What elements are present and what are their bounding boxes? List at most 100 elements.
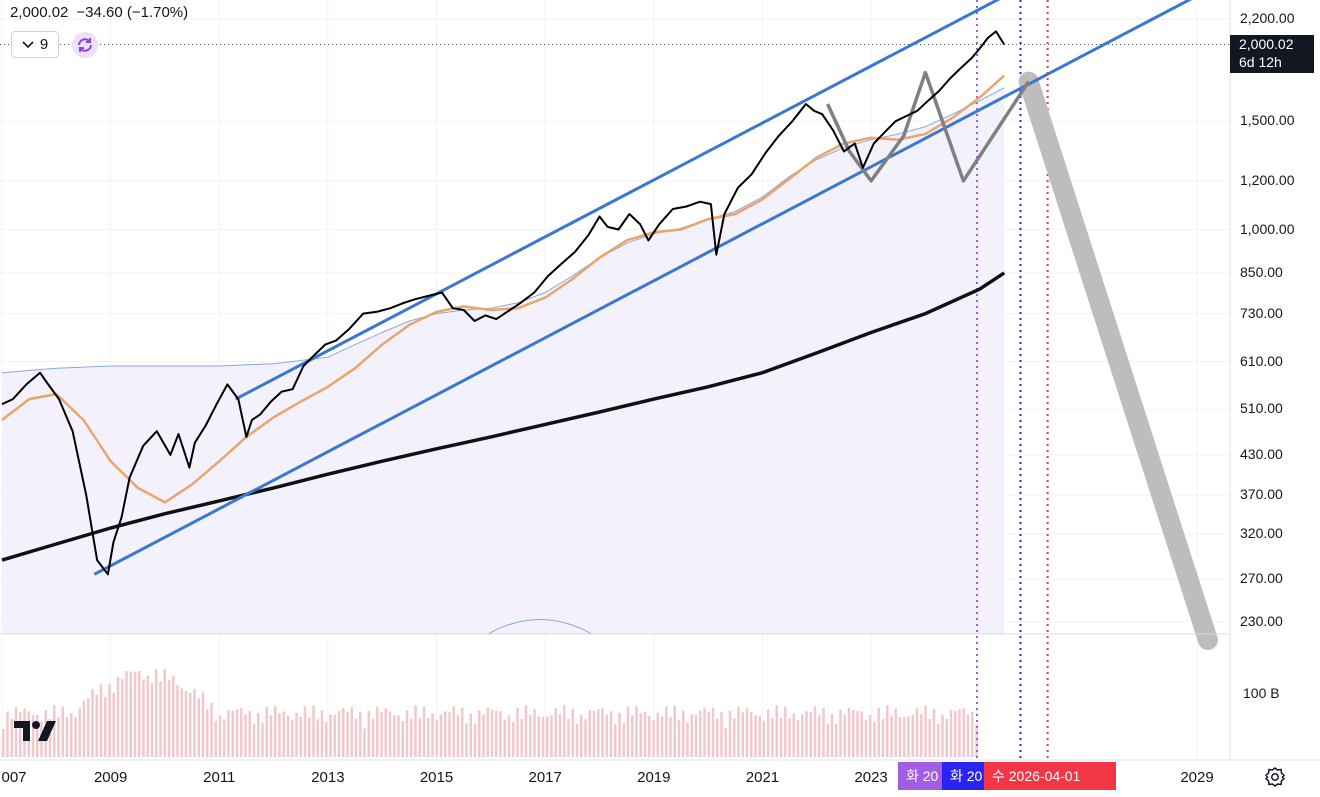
x-tick-label: 2029 (1180, 769, 1214, 786)
indicator-count: 9 (39, 36, 49, 53)
volume-bar (728, 710, 732, 757)
volume-bar (439, 714, 443, 757)
volume-bar (435, 720, 438, 757)
volume-bar (478, 710, 481, 757)
volume-bar (223, 719, 226, 757)
volume-bar (465, 723, 468, 757)
volume-bar (775, 705, 778, 757)
volume-bar (847, 707, 851, 757)
volume-bar (750, 711, 753, 757)
volume-bar (193, 688, 196, 757)
volume-bar (295, 712, 298, 757)
x-tick-label: 2017 (528, 769, 562, 786)
volume-bar (138, 670, 141, 757)
volume-bar (711, 707, 715, 757)
volume-bar (932, 708, 936, 757)
volume-bar (843, 714, 846, 757)
volume-bar (597, 709, 600, 757)
volume-bar (252, 724, 256, 757)
volume-bar (580, 715, 583, 757)
volume-bar (405, 710, 409, 757)
volume-bar (19, 712, 22, 757)
gear-icon[interactable] (1264, 766, 1286, 788)
ma-long-line (1, 271, 1006, 562)
volume-bar (333, 714, 336, 757)
volume-bar (558, 714, 562, 757)
volume-bar (282, 711, 285, 757)
volume-bar (240, 708, 243, 757)
volume-bar (643, 711, 647, 757)
volume-bar (720, 712, 723, 757)
volume-bar (261, 723, 264, 757)
volume-bar (125, 670, 128, 757)
volume-bar (550, 715, 553, 757)
volume-bar (303, 706, 307, 757)
volume-bar (890, 715, 893, 757)
volume-bar (869, 715, 872, 757)
volume-bar (269, 715, 273, 757)
tradingview-logo[interactable] (14, 719, 56, 743)
volume-bar (567, 718, 570, 757)
volume-bar (618, 712, 621, 757)
volume-bar (533, 708, 536, 757)
volume-layer (2, 668, 978, 757)
volume-bar (707, 711, 710, 757)
volume-bar (65, 717, 69, 757)
volume-bar (924, 705, 927, 757)
volume-bar (456, 715, 460, 757)
volume-bar (74, 717, 77, 757)
volume-bar (380, 712, 383, 757)
volume-bar (342, 708, 345, 757)
volume-bar (197, 698, 200, 757)
collapse-indicators-button[interactable]: 9 (11, 31, 59, 58)
volume-bar (898, 717, 902, 757)
channel-lower-line (93, 0, 1193, 576)
volume-bar (159, 681, 162, 757)
volume-bar (546, 716, 549, 757)
volume-bar (928, 718, 931, 757)
x-tick-label: 007 (1, 769, 27, 786)
volume-bar (70, 713, 73, 757)
volume-bar (10, 718, 13, 757)
volume-bar (839, 709, 842, 757)
volume-bar (635, 706, 638, 757)
sync-icon[interactable] (72, 32, 98, 58)
volume-bar (104, 696, 107, 757)
volume-bar (99, 683, 103, 757)
volume-bar (626, 706, 630, 757)
volume-bar (235, 709, 239, 757)
volume-bar (422, 706, 426, 757)
volume-bar (860, 711, 863, 757)
volume-bar (622, 723, 625, 757)
volume-axis-label: 100 B (1243, 685, 1280, 701)
x-tick-label: 2021 (745, 769, 780, 786)
volume-bar (907, 716, 910, 757)
volume-bar (941, 714, 944, 757)
volume-bar (690, 714, 693, 757)
y-tick-label: 510.00 (1240, 400, 1283, 417)
volume-bar (733, 718, 736, 757)
volume-bar (155, 669, 158, 757)
volume-bar (401, 721, 404, 757)
volume-bar (244, 714, 247, 757)
y-tick-label: 1,200.00 (1240, 171, 1295, 188)
volume-bar (167, 680, 171, 757)
volume-bar (614, 724, 617, 757)
volume-bar (639, 713, 642, 757)
volume-bar (469, 713, 472, 757)
volume-bar (605, 714, 608, 757)
volume-bar (813, 706, 817, 757)
volume-bar (788, 718, 791, 757)
y-tick-label: 2,200.00 (1240, 10, 1295, 26)
volume-bar (873, 721, 876, 757)
volume-bar (852, 710, 855, 757)
volume-bar (911, 714, 914, 757)
oscillator-arc (487, 619, 593, 635)
y-tick-label: 370.00 (1240, 486, 1283, 503)
volume-bar (792, 713, 795, 757)
volume-bar (278, 712, 281, 757)
x-tick-label: 2009 (93, 769, 128, 786)
volume-bar (308, 717, 311, 757)
